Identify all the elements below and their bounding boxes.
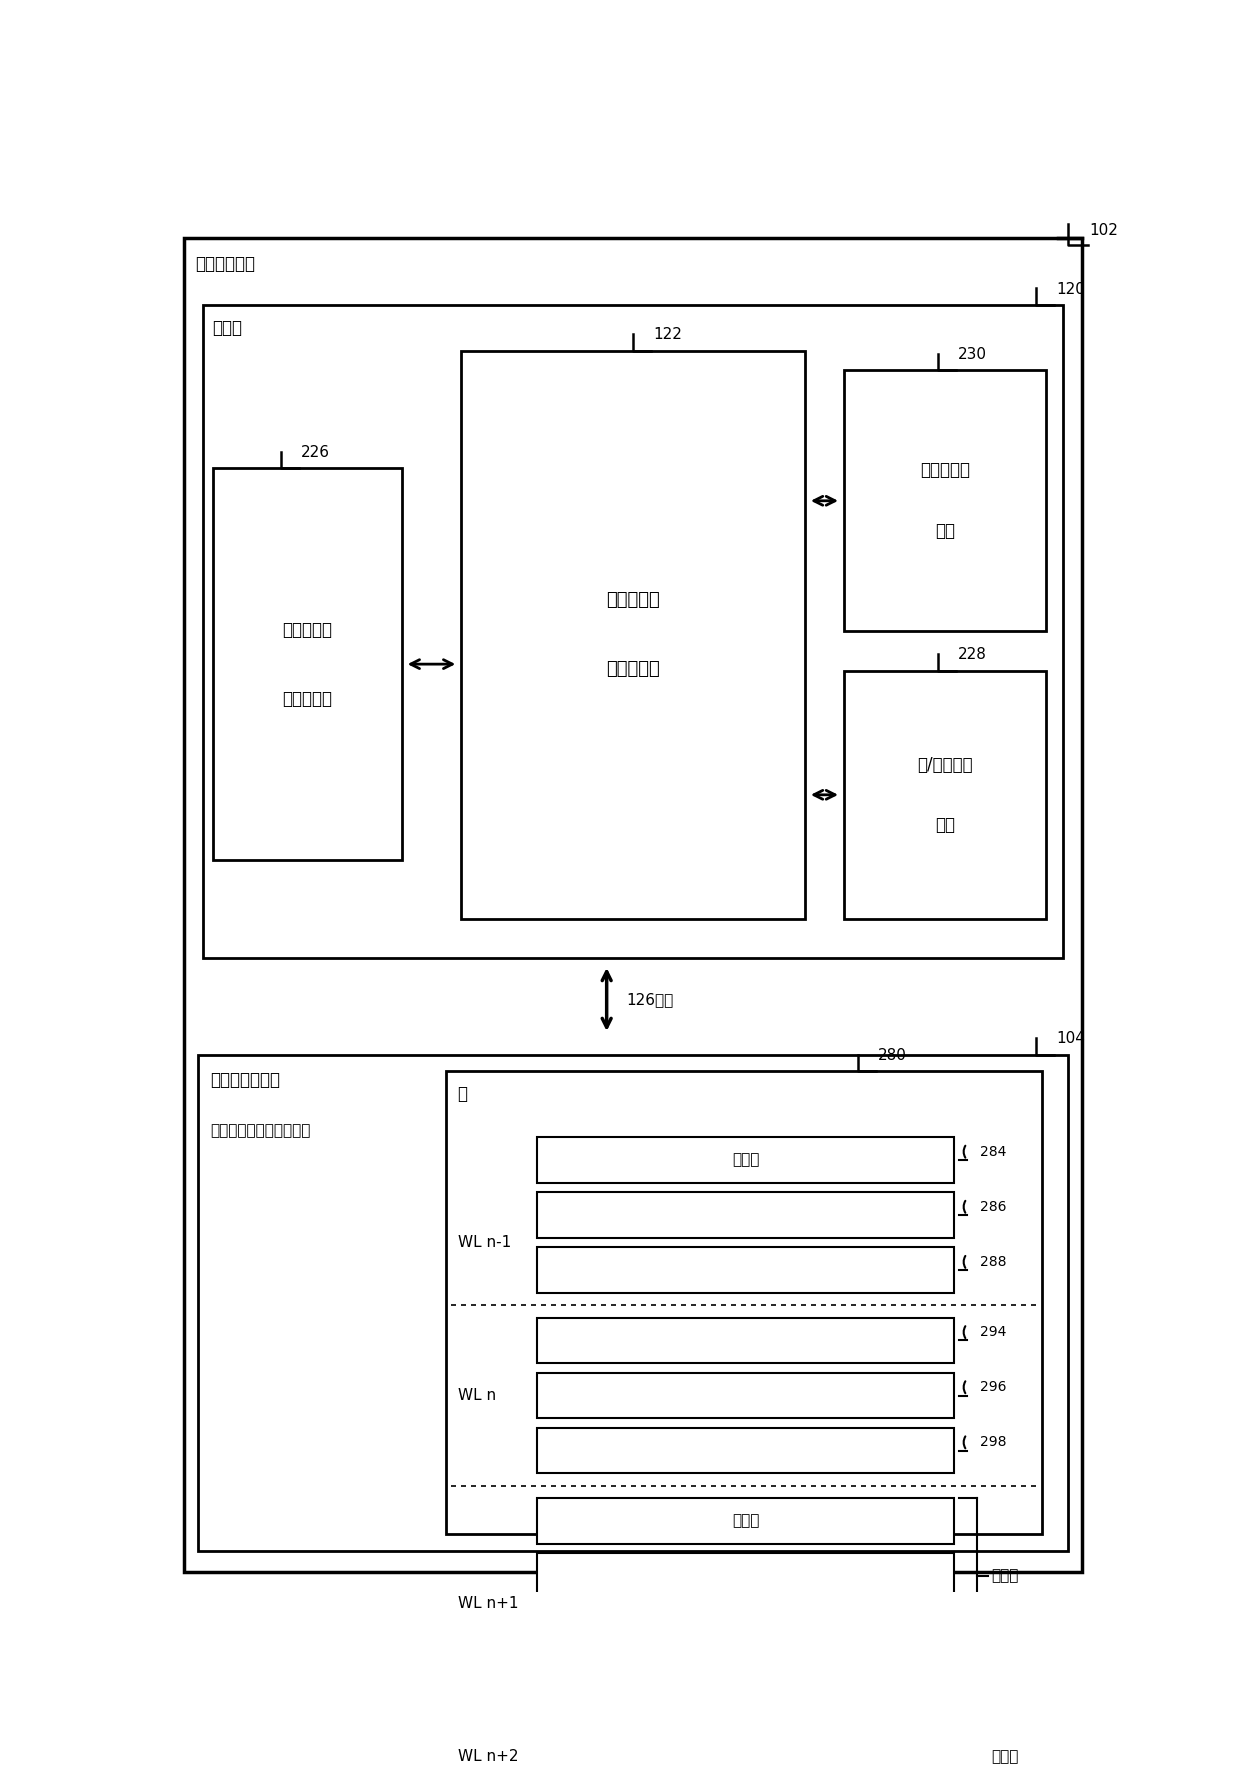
- Text: 228: 228: [957, 648, 987, 662]
- Text: 122: 122: [653, 327, 682, 342]
- Bar: [844, 370, 1047, 632]
- Text: 块: 块: [458, 1084, 467, 1102]
- Text: WL n-1: WL n-1: [458, 1234, 511, 1251]
- Text: 虚数据: 虚数据: [733, 1513, 760, 1528]
- Bar: [537, 1734, 955, 1780]
- Bar: [537, 1318, 955, 1363]
- Text: 位选择引擎: 位选择引擎: [606, 660, 660, 678]
- Bar: [844, 671, 1047, 920]
- Text: 102: 102: [1089, 224, 1118, 238]
- Bar: [537, 1138, 955, 1183]
- Text: 块/字线跟踪: 块/字线跟踪: [918, 755, 972, 773]
- Bar: [446, 1072, 1042, 1535]
- Text: 288: 288: [981, 1254, 1007, 1268]
- Bar: [213, 469, 402, 861]
- Bar: [461, 351, 805, 920]
- Bar: [537, 1372, 955, 1419]
- Text: 284: 284: [981, 1145, 1007, 1159]
- Text: WL n: WL n: [458, 1388, 496, 1403]
- Text: 126总线: 126总线: [626, 991, 673, 1007]
- Text: 引擎: 引擎: [935, 522, 955, 540]
- Text: 逻辑页: 逻辑页: [991, 1569, 1018, 1583]
- Text: 引擎: 引擎: [935, 816, 955, 834]
- Text: 逻辑页: 逻辑页: [991, 1750, 1018, 1764]
- Text: 适应性跟踪: 适应性跟踪: [920, 462, 970, 479]
- Bar: [537, 1247, 955, 1293]
- Text: 非易失性存储器: 非易失性存储器: [210, 1072, 280, 1090]
- Text: 230: 230: [957, 347, 987, 361]
- Bar: [203, 304, 1063, 959]
- Text: 控制器: 控制器: [213, 318, 243, 336]
- Text: 每存储元件: 每存储元件: [283, 621, 332, 639]
- Bar: [537, 1191, 955, 1238]
- Text: WL n+1: WL n+1: [458, 1596, 518, 1612]
- Text: 每存储元件: 每存储元件: [606, 592, 660, 610]
- Text: 虚数据: 虚数据: [733, 1152, 760, 1168]
- Text: 104: 104: [1056, 1030, 1085, 1047]
- Text: 120: 120: [1056, 281, 1085, 297]
- Bar: [537, 1608, 955, 1653]
- Text: WL n+2: WL n+2: [458, 1750, 518, 1764]
- Text: 280: 280: [878, 1048, 906, 1063]
- Bar: [537, 1678, 955, 1725]
- Bar: [537, 1428, 955, 1474]
- Text: 294: 294: [981, 1326, 1007, 1340]
- Text: （例如每单元多位快闪）: （例如每单元多位快闪）: [210, 1123, 310, 1138]
- Text: 298: 298: [981, 1435, 1007, 1449]
- Bar: [537, 1497, 955, 1544]
- Text: 数据存储设备: 数据存储设备: [196, 254, 255, 272]
- Text: 286: 286: [981, 1200, 1007, 1213]
- Text: 296: 296: [981, 1381, 1007, 1394]
- Text: 位存储机制: 位存储机制: [283, 689, 332, 708]
- Text: 226: 226: [300, 445, 330, 460]
- Bar: [537, 1553, 955, 1599]
- Bar: [198, 1054, 1068, 1551]
